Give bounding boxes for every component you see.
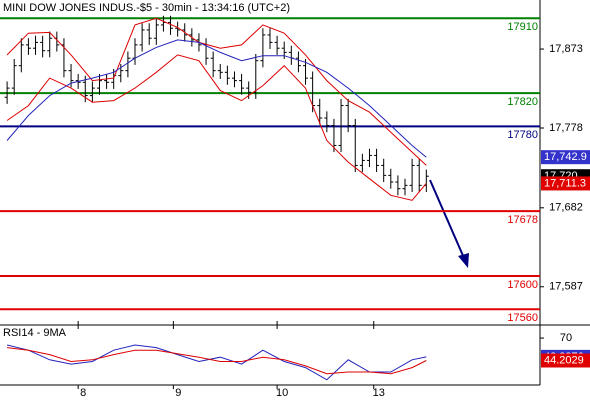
series-line (6, 344, 427, 381)
series-line (6, 39, 427, 158)
level-label: 17780 (507, 129, 538, 141)
series-line (7, 347, 427, 375)
price-label: 17,711.3 (544, 177, 586, 189)
level-label: 17910 (507, 21, 538, 33)
level-label: 17820 (507, 96, 538, 108)
y-tick-label: 70 (560, 332, 572, 344)
x-tick-label: 8 (80, 387, 86, 399)
y-tick-label: 17,873 (549, 43, 583, 55)
x-tick-label: 13 (373, 387, 385, 399)
level-label: 17678 (507, 214, 538, 226)
trend-arrow (429, 179, 469, 268)
y-tick-label: 17,587 (549, 281, 583, 293)
price-label-box (541, 150, 590, 165)
series-line (6, 17, 427, 166)
level-label: 17600 (507, 279, 538, 291)
price-label: 44.2029 (544, 354, 584, 366)
series-line (6, 54, 427, 201)
price-label-box (541, 353, 590, 368)
panel-title: MINI DOW JONES INDUS.-$5 - 30min - 13:34… (3, 2, 290, 14)
price-label: 17,742.9 (544, 151, 587, 163)
panel-title: RSI14 - 9MA (3, 327, 67, 339)
y-tick-label: 17,778 (549, 122, 583, 134)
x-tick-label: 10 (276, 387, 288, 399)
level-label: 17560 (507, 312, 538, 324)
y-tick-label: 17,682 (549, 202, 583, 214)
x-tick-label: 9 (175, 387, 181, 399)
price-label-box (541, 176, 590, 191)
